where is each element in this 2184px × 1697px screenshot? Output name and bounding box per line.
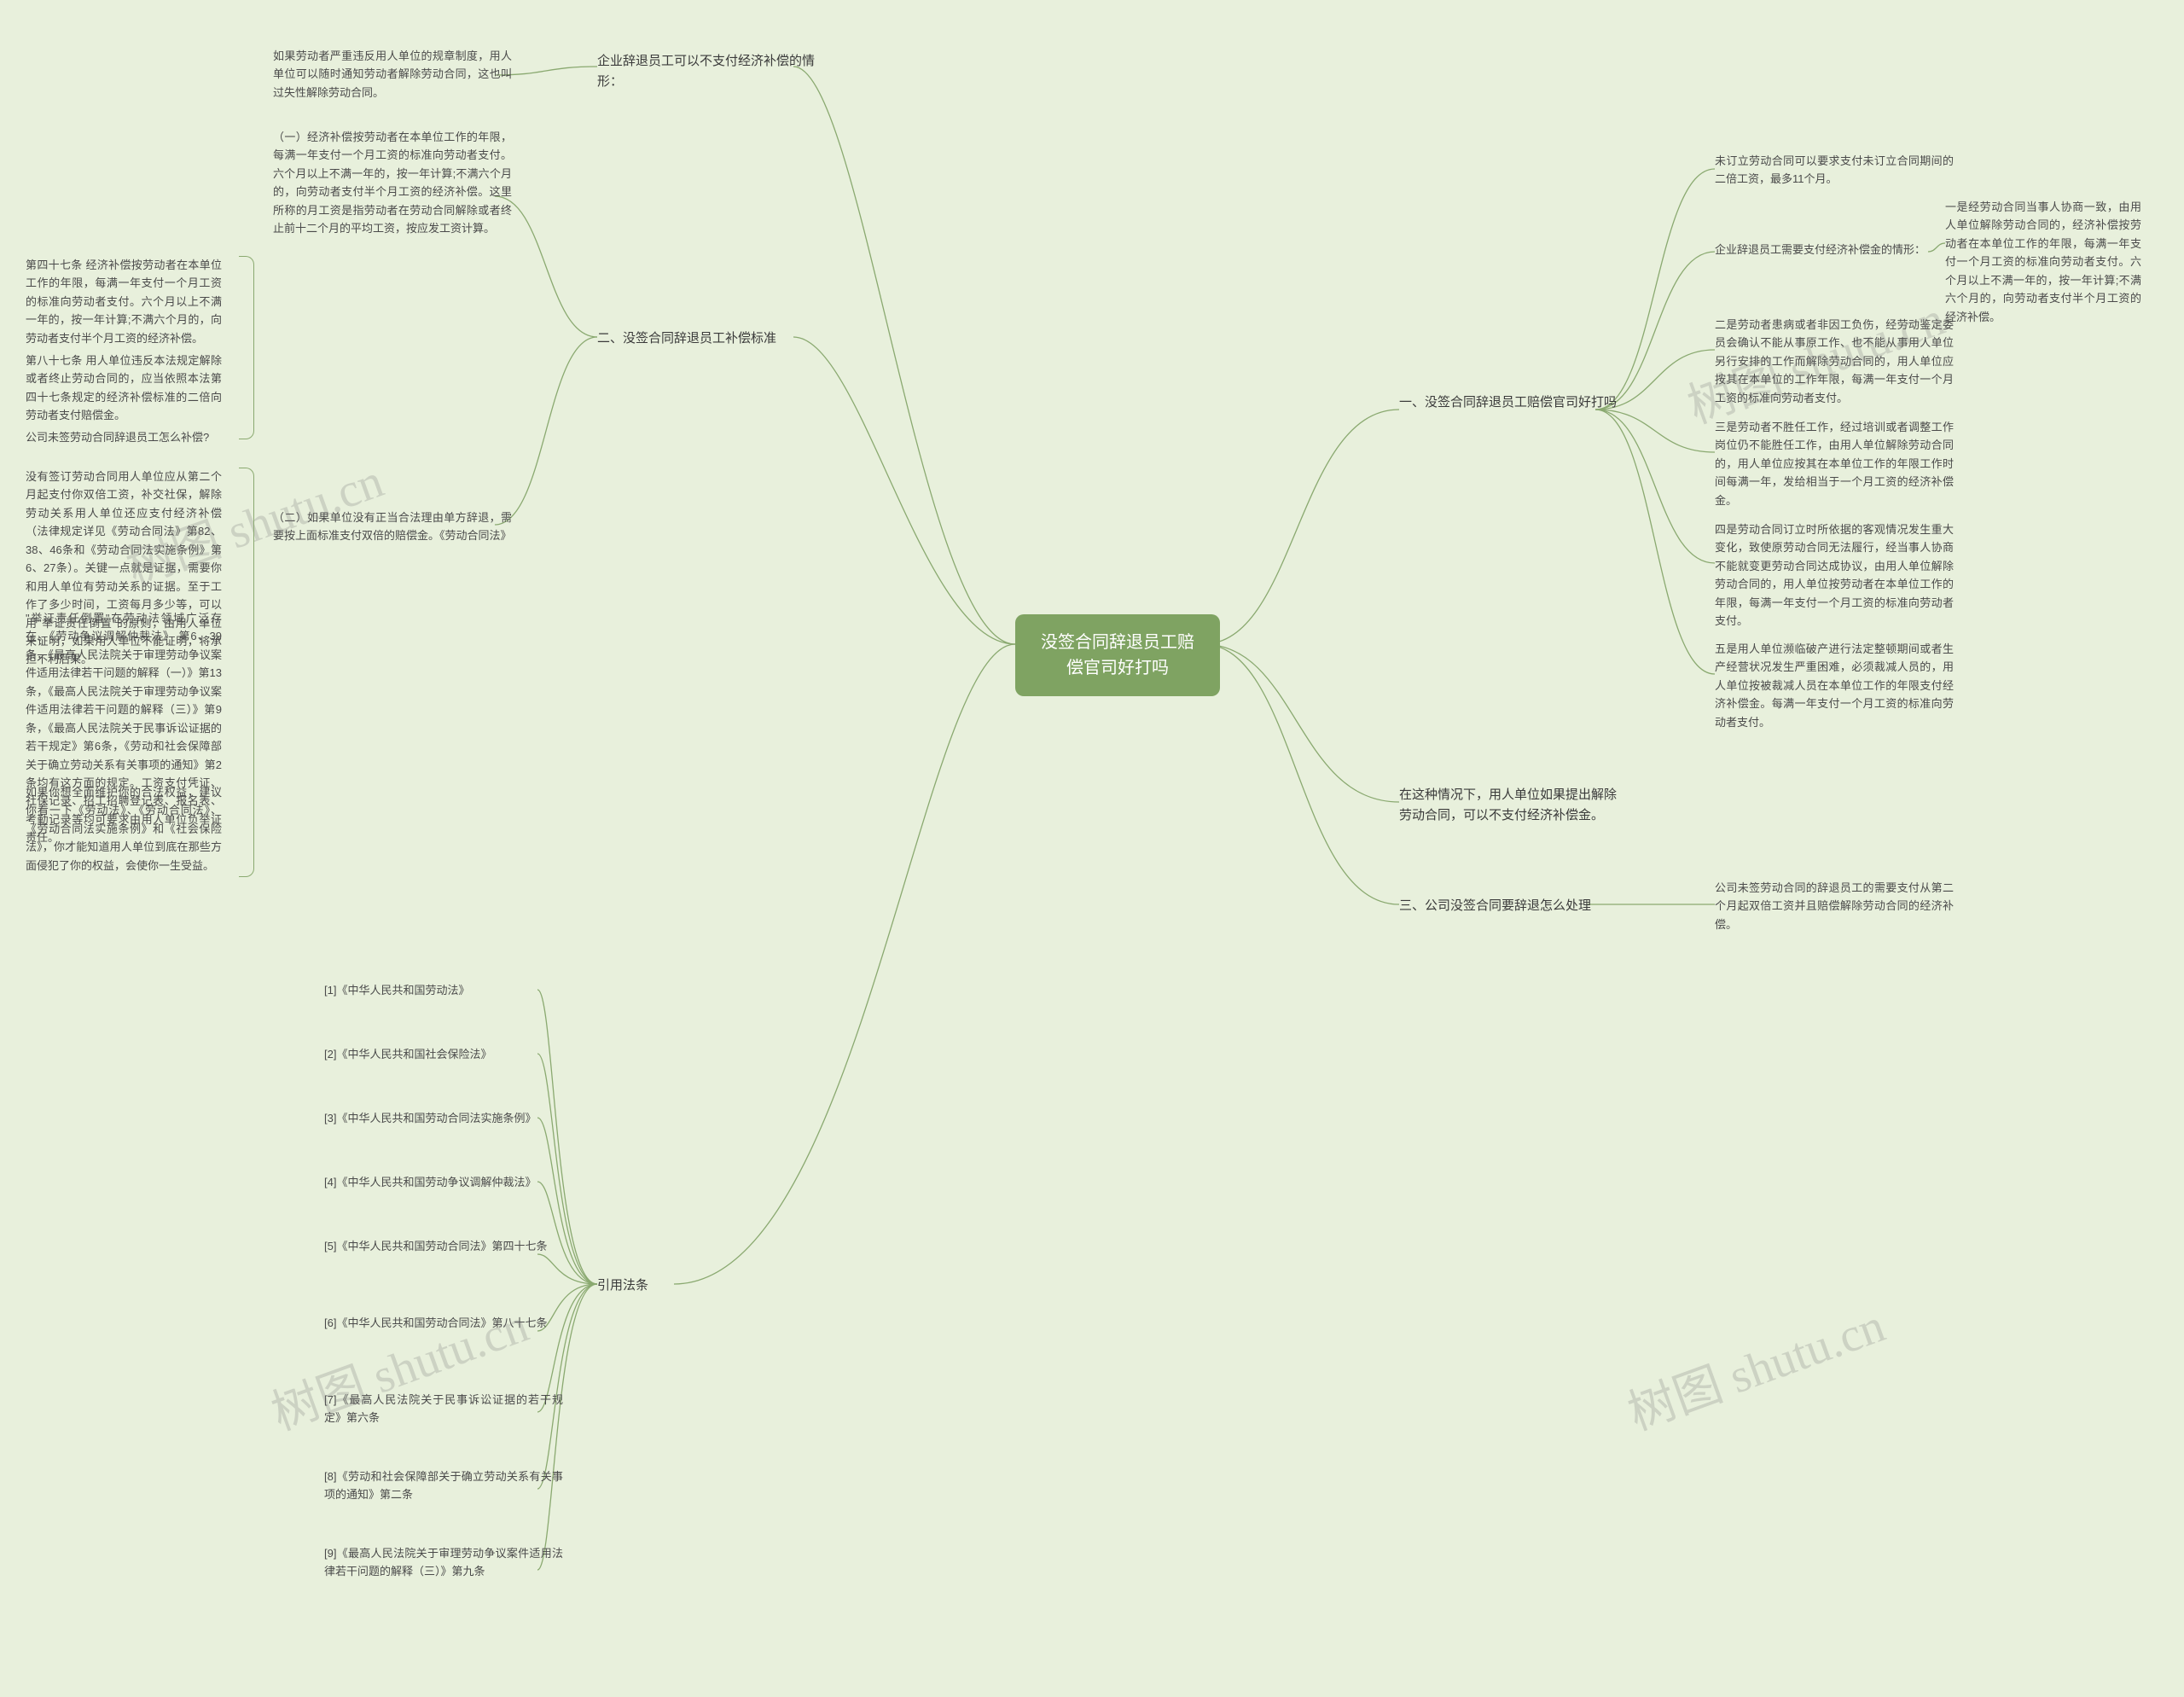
leaf-r1-3: 三是劳动者不胜任工作，经过培训或者调整工作岗位仍不能胜任工作，由用人单位解除劳动… (1715, 418, 1954, 509)
leaf-l3-7: [8]《劳动和社会保障部关于确立劳动关系有关事项的通知》第二条 (324, 1467, 563, 1504)
leaf-l2-1: 第四十七条 经济补偿按劳动者在本单位工作的年限，每满一年支付一个月工资的标准向劳… (26, 256, 222, 347)
leaf-r1-0: 未订立劳动合同可以要求支付未订立合同期间的二倍工资，最多11个月。 (1715, 152, 1954, 189)
center-node: 没签合同辞退员工赔偿官司好打吗 (1015, 614, 1220, 696)
leaf-l3-6: [7]《最高人民法院关于民事诉讼证据的若干规定》第六条 (324, 1391, 563, 1427)
leaf-r1-1: 企业辞退员工需要支付经济补偿金的情形： (1715, 241, 1926, 259)
bracket (239, 468, 254, 877)
branch-l2: 二、没签合同辞退员工补偿标准 (597, 328, 776, 349)
leaf-l3-0: [1]《中华人民共和国劳动法》 (324, 981, 469, 999)
leaf-l2-2: 第八十七条 用人单位违反本法规定解除或者终止劳动合同的，应当依照本法第四十七条规… (26, 352, 222, 425)
branch-r1: 一、没签合同辞退员工赔偿官司好打吗 (1399, 392, 1617, 413)
leaf-l2-0: （一）经济补偿按劳动者在本单位工作的年限，每满一年支付一个月工资的标准向劳动者支… (273, 128, 512, 238)
leaf-l2-5: （二）如果单位没有正当合法理由单方辞退，需要按上面标准支付双倍的赔偿金。《劳动合… (273, 509, 512, 545)
leaf-l2-7: 如果你想全面维护你的合法权益，建议你看一下《劳动法》、《劳动合同法》、《劳动合同… (26, 783, 222, 875)
center-label: 没签合同辞退员工赔偿官司好打吗 (1041, 633, 1194, 677)
branch-r2: 在这种情况下，用人单位如果提出解除劳动合同，可以不支付经济补偿金。 (1399, 785, 1621, 826)
leaf-r1-1-sub: 一是经劳动合同当事人协商一致，由用人单位解除劳动合同的，经济补偿按劳动者在本单位… (1945, 198, 2141, 326)
leaf-l3-4: [5]《中华人民共和国劳动合同法》第四十七条 (324, 1237, 547, 1255)
branch-l1: 企业辞退员工可以不支付经济补偿的情形： (597, 51, 819, 92)
bracket (239, 256, 254, 439)
leaf-l2-3: 公司未签劳动合同辞退员工怎么补偿? (26, 428, 209, 446)
watermark: 树图 shutu.cn (1618, 1287, 1893, 1444)
leaf-r3-0: 公司未签劳动合同的辞退员工的需要支付从第二个月起双倍工资并且赔偿解除劳动合同的经… (1715, 879, 1954, 933)
leaf-l3-1: [2]《中华人民共和国社会保险法》 (324, 1045, 491, 1063)
leaf-l3-2: [3]《中华人民共和国劳动合同法实施条例》 (324, 1109, 536, 1127)
leaf-r1-5: 五是用人单位濒临破产进行法定整顿期间或者生产经营状况发生严重困难，必须裁减人员的… (1715, 640, 1954, 731)
leaf-l3-3: [4]《中华人民共和国劳动争议调解仲裁法》 (324, 1173, 536, 1191)
branch-r3: 三、公司没签合同要辞退怎么处理 (1399, 896, 1591, 916)
leaf-r1-2: 二是劳动者患病或者非因工负伤，经劳动鉴定委员会确认不能从事原工作、也不能从事用人… (1715, 316, 1954, 407)
leaf-l3-8: [9]《最高人民法院关于审理劳动争议案件适用法律若干问题的解释（三）》第九条 (324, 1544, 563, 1581)
leaf-r1-4: 四是劳动合同订立时所依据的客观情况发生重大变化，致使原劳动合同无法履行，经当事人… (1715, 520, 1954, 631)
branch-l3: 引用法条 (597, 1276, 648, 1296)
leaf-l1-0: 如果劳动者严重违反用人单位的规章制度，用人单位可以随时通知劳动者解除劳动合同，这… (273, 47, 512, 102)
leaf-l3-5: [6]《中华人民共和国劳动合同法》第八十七条 (324, 1314, 547, 1332)
